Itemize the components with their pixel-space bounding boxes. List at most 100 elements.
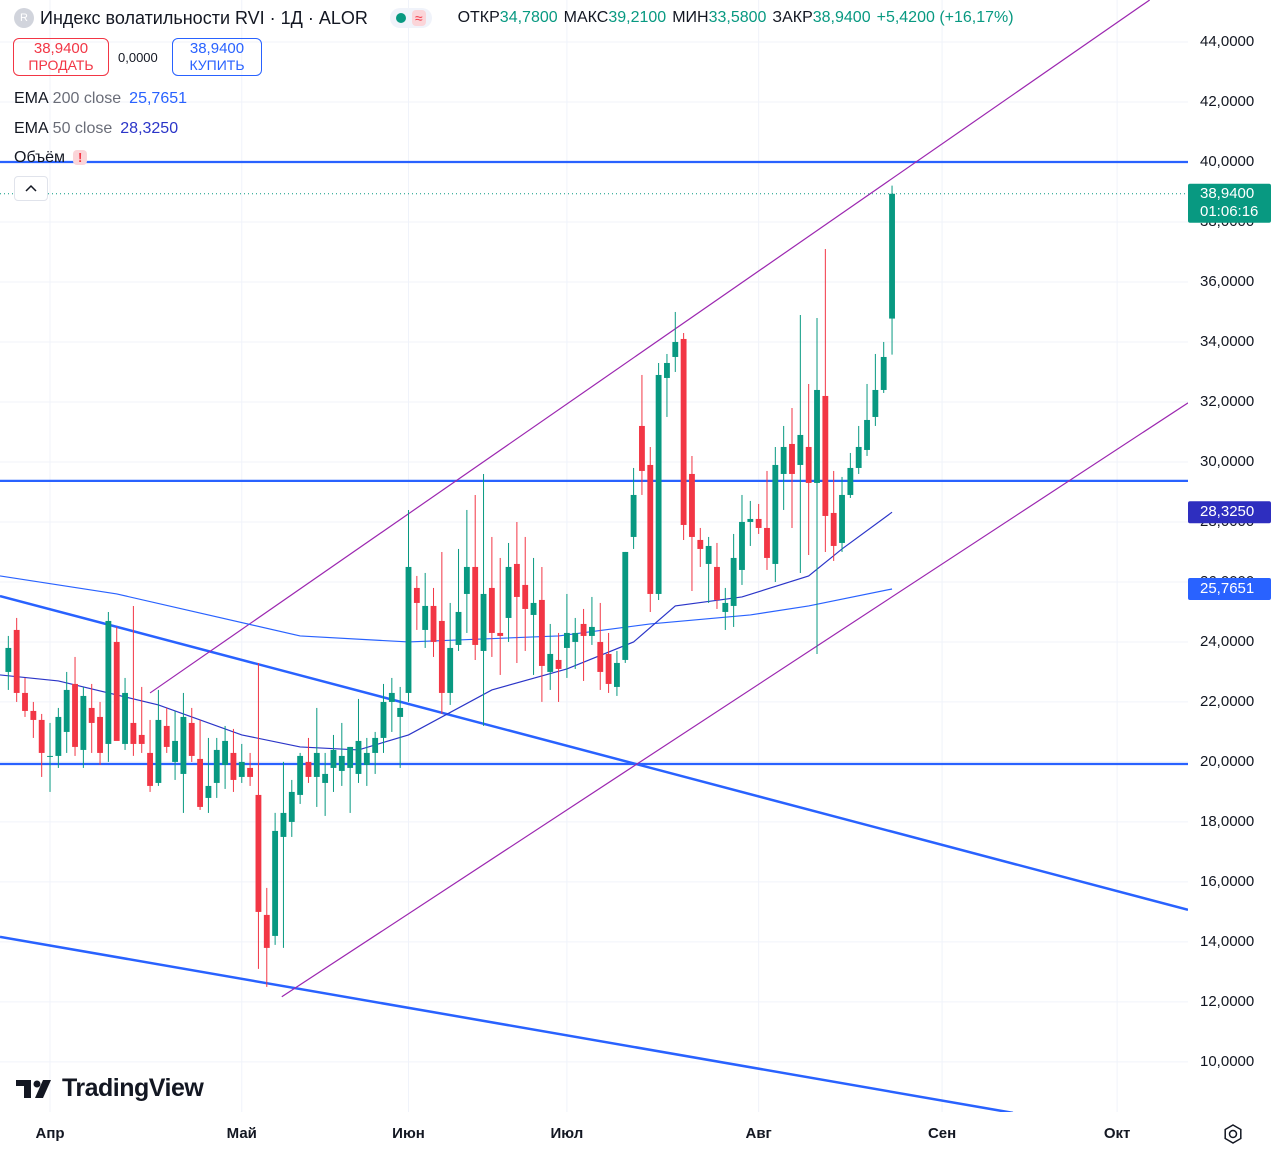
y-tick-label: 12,0000 <box>1200 993 1254 1010</box>
candle-body <box>797 434 804 465</box>
buy-label: КУПИТЬ <box>189 57 245 73</box>
last-price-label: 38,9400 <box>1200 185 1254 202</box>
ohlc-value: 34,7800 <box>499 9 558 26</box>
brand-name: TradingView <box>62 1074 204 1102</box>
candle-body <box>622 551 629 660</box>
y-tick-label: 24,0000 <box>1200 633 1254 650</box>
price-badge <box>1188 501 1271 524</box>
candle-body <box>347 746 354 768</box>
candle-body <box>588 626 595 636</box>
candle-body <box>438 620 445 693</box>
candle-body <box>305 761 312 777</box>
buy-price: 38,9400 <box>189 40 245 57</box>
candle-body <box>230 752 237 780</box>
candle-body <box>805 446 812 483</box>
x-tick-label: Июл <box>551 1125 584 1142</box>
collapse-button[interactable] <box>14 176 48 201</box>
candle-body <box>297 755 304 795</box>
plot-area <box>0 0 1188 1112</box>
chart-title[interactable]: Индекс волатильности RVI · 1Д · ALOR <box>40 7 368 28</box>
candle-body <box>222 740 229 765</box>
ohlc-value: 39,2100 <box>608 9 667 26</box>
y-tick-label: 30,0000 <box>1200 453 1254 470</box>
candle-body <box>830 512 837 546</box>
sell-button[interactable]: 38,9400 ПРОДАТЬ <box>13 38 109 76</box>
candle-body <box>422 605 429 630</box>
y-tick-label: 42,0000 <box>1200 93 1254 110</box>
ohlc-label: ОТКР <box>457 9 500 26</box>
volume-legend[interactable]: Объём! <box>14 149 88 167</box>
brand: TradingView <box>16 1074 204 1103</box>
candle-body <box>747 518 754 522</box>
candle-body <box>664 362 670 378</box>
candle-body <box>889 193 895 319</box>
price-badge <box>1188 577 1271 600</box>
trend-line <box>281 402 1188 998</box>
candle-body <box>280 812 287 837</box>
grid <box>0 0 1188 1112</box>
candle-body <box>5 647 12 672</box>
candle-body <box>163 725 170 747</box>
candle-body <box>505 566 512 618</box>
candle-body <box>680 338 687 525</box>
y-tick-label: 14,0000 <box>1200 933 1254 950</box>
axis: 10,0000 12,0000 14,0000 16,0000 18,0000 20,00… <box>35 33 1271 1142</box>
buy-button[interactable]: 38,9400 КУПИТЬ <box>172 38 262 76</box>
candle-body <box>480 593 487 651</box>
candle-body <box>372 737 379 753</box>
candle-body <box>597 641 604 672</box>
brand-logo <box>16 1079 51 1098</box>
candle-body <box>188 722 195 756</box>
candle-body <box>338 755 345 771</box>
candle-body <box>130 722 137 744</box>
x-tick-label: Апр <box>35 1125 64 1142</box>
header: R Индекс волатильности RVI · 1Д · ALOR ≈… <box>14 5 1014 31</box>
symbol-icon: R <box>14 8 34 28</box>
candle-body <box>72 683 78 747</box>
status-pill[interactable]: ≈ <box>389 8 432 28</box>
candle-body <box>313 752 320 777</box>
candle-body <box>22 692 28 711</box>
candle-body <box>730 557 737 606</box>
x-tick-label: Авг <box>745 1125 771 1142</box>
candle-body <box>497 632 504 636</box>
candle-body <box>789 443 795 474</box>
price-badge-label: 25,7651 <box>1200 580 1254 597</box>
candle-body <box>288 791 295 822</box>
candle-body <box>547 653 554 672</box>
candle-body <box>413 587 420 603</box>
x-tick-label: Июн <box>392 1125 425 1142</box>
candle-body <box>197 758 204 807</box>
y-tick-label: 16,0000 <box>1200 873 1254 890</box>
settings-icon[interactable] <box>1224 1124 1242 1144</box>
candle-body <box>238 761 245 777</box>
candle-body <box>155 719 162 783</box>
indicator-legend[interactable]: EMA 200 close 25,7651 <box>14 90 187 108</box>
volume-label: Объём <box>14 149 65 166</box>
candle-body <box>755 518 762 528</box>
candle-body <box>705 545 712 564</box>
candle-body <box>880 356 887 390</box>
candle-body <box>97 716 103 753</box>
spread: 0,0000 <box>118 50 158 65</box>
candle-body <box>764 527 770 558</box>
candle-body <box>47 755 53 757</box>
indicator-params: 200 close <box>52 90 122 107</box>
candle-body <box>272 830 279 936</box>
candle-body <box>322 773 329 783</box>
candle-body <box>847 467 854 495</box>
candle-body <box>605 653 612 684</box>
candle-body <box>513 563 520 597</box>
candle-body <box>714 566 720 600</box>
candle-body <box>689 473 695 537</box>
candle-body <box>30 710 37 720</box>
candle-body <box>80 695 87 750</box>
y-tick-label: 40,0000 <box>1200 153 1254 170</box>
x-tick-label: Сен <box>928 1125 956 1142</box>
candle-body <box>472 566 479 645</box>
candle-body <box>630 494 637 537</box>
indicator-legend[interactable]: EMA 50 close 28,3250 <box>14 120 178 138</box>
price-badge-label: 28,3250 <box>1200 503 1254 520</box>
candle-body <box>455 611 462 645</box>
candle-body <box>88 707 95 723</box>
